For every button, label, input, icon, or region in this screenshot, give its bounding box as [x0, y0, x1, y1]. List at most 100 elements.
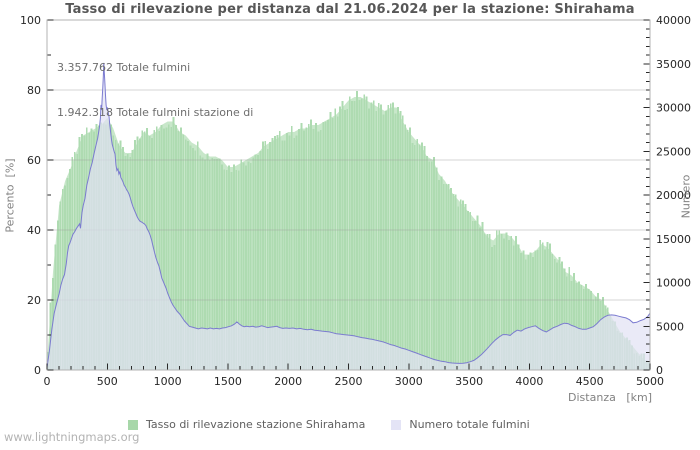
bar [389, 103, 392, 370]
bar [317, 131, 320, 370]
bar [276, 134, 279, 370]
tick-label-bottom: 500 [97, 375, 118, 388]
bar [353, 101, 356, 370]
annotation-station-lightning: 1.942.318 Totale fulmini stazione di [57, 106, 254, 119]
bar [459, 199, 462, 370]
bar [394, 113, 397, 371]
bar [471, 221, 474, 370]
bar [469, 212, 472, 370]
bar [329, 112, 332, 370]
x-axis-label: Distanza [km] [568, 391, 652, 404]
bar [438, 179, 440, 370]
bar [324, 121, 327, 371]
bar [259, 151, 262, 370]
tick-label-bottom: 1000 [154, 375, 182, 388]
bar [375, 111, 378, 370]
legend-label-detection-rate: Tasso di rilevazione stazione Shirahama [146, 418, 366, 431]
legend-swatch-detection-rate [128, 419, 138, 430]
bar [269, 142, 272, 370]
tick-label-right: 0 [656, 364, 663, 377]
bar [189, 145, 192, 370]
bar [211, 158, 214, 370]
bar [418, 144, 421, 370]
bar [575, 283, 578, 370]
bar [360, 98, 363, 370]
annotations: 3.357.762 Totale fulmini 1.942.318 Total… [57, 30, 253, 150]
bar [553, 259, 556, 370]
legend-swatch-total-lightning [391, 419, 402, 430]
bar [300, 123, 303, 370]
bar [295, 135, 298, 370]
bar [510, 236, 513, 370]
bar [225, 169, 228, 370]
bar [286, 132, 288, 370]
bar [356, 90, 358, 371]
bar [500, 234, 503, 370]
bar [401, 115, 404, 370]
bar [322, 122, 325, 370]
bar [425, 156, 428, 370]
bar [175, 124, 177, 371]
bar [498, 230, 501, 370]
bar [544, 249, 546, 370]
bar [230, 171, 233, 370]
bar [274, 135, 276, 370]
bar [380, 104, 382, 371]
bar [428, 161, 431, 370]
bar [348, 96, 351, 370]
bar [351, 101, 354, 370]
bar [541, 242, 544, 370]
bar [464, 204, 467, 370]
bar [580, 284, 583, 370]
bar [435, 167, 438, 370]
bar [235, 170, 238, 370]
bar [261, 141, 264, 370]
bar [392, 102, 395, 371]
bar [534, 250, 537, 370]
bar [532, 257, 534, 370]
bar [165, 127, 168, 370]
bar [218, 158, 221, 370]
bar [196, 141, 199, 370]
bar [573, 273, 575, 370]
bar [310, 119, 313, 370]
tick-label-bottom: 1500 [214, 375, 242, 388]
bar [160, 124, 163, 370]
legend: Tasso di rilevazione stazione Shirahama N… [128, 414, 530, 433]
bar [452, 194, 455, 370]
bar [290, 125, 293, 371]
bar [442, 184, 445, 370]
tick-label-bottom: 2500 [335, 375, 363, 388]
bar [319, 130, 322, 370]
legend-label-total-lightning: Numero totale fulmini [409, 418, 530, 431]
bar [341, 100, 344, 371]
bar [163, 128, 165, 370]
tick-label-left: 80 [27, 84, 41, 97]
tick-label-right: 20000 [656, 189, 691, 202]
bar [315, 123, 317, 370]
bar [479, 227, 481, 370]
bar [483, 233, 486, 370]
bar [505, 232, 508, 370]
bar [486, 234, 489, 370]
bar [370, 102, 373, 371]
tick-label-right: 30000 [656, 102, 691, 115]
tick-label-bottom: 0 [44, 375, 51, 388]
bar [382, 114, 385, 370]
tick-label-right: 15000 [656, 233, 691, 246]
bar [339, 106, 341, 370]
bar [182, 134, 185, 370]
bar [192, 147, 194, 370]
tick-label-right: 10000 [656, 277, 691, 290]
bar [517, 244, 520, 370]
bar [266, 148, 269, 370]
bar [223, 169, 226, 370]
bar [377, 103, 380, 370]
bar [245, 165, 247, 370]
bar [216, 159, 218, 370]
bar [158, 130, 161, 370]
bar [327, 119, 329, 371]
bar [529, 252, 532, 370]
bar [524, 259, 527, 370]
bar [503, 238, 505, 370]
